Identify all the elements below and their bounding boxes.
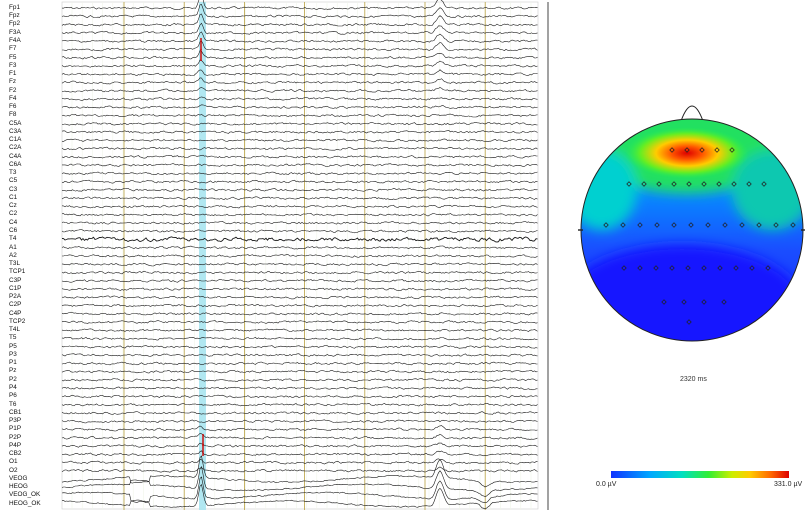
channel-label[interactable]: CB2 <box>9 451 21 457</box>
channel-label[interactable]: F4 <box>9 96 16 102</box>
channel-label[interactable]: F2 <box>9 88 16 94</box>
channel-label[interactable]: F1 <box>9 71 16 77</box>
channel-label[interactable]: VEOG <box>9 476 27 482</box>
channel-label[interactable]: P3 <box>9 352 17 358</box>
channel-label[interactable]: Cz <box>9 203 17 209</box>
channel-label[interactable]: C2A <box>9 145 21 151</box>
channel-label[interactable]: Fp1 <box>9 5 20 11</box>
channel-label[interactable]: P2P <box>9 435 21 441</box>
colorbar-max-label: 331.0 µV <box>774 481 802 488</box>
channel-label[interactable]: C4P <box>9 311 21 317</box>
topomap-time-label: 2320 ms <box>680 376 707 383</box>
amplitude-colorbar <box>611 471 789 478</box>
channel-label[interactable]: Fz <box>9 79 16 85</box>
channel-label[interactable]: P3P <box>9 418 21 424</box>
channel-label[interactable]: C5 <box>9 178 17 184</box>
eeg-trace-view[interactable]: Fp1 Fpz Fp2 F3A F4A F7 F5 F3 F1 Fz F2 F4 F6 F8 C5A C3A C… <box>0 0 553 512</box>
channel-label[interactable]: P4 <box>9 385 17 391</box>
channel-label[interactable]: TCP2 <box>9 319 25 325</box>
channel-label[interactable]: A1 <box>9 245 17 251</box>
channel-label[interactable]: F3 <box>9 63 16 69</box>
channel-label[interactable]: P1 <box>9 360 17 366</box>
channel-label[interactable]: C1A <box>9 137 21 143</box>
channel-label[interactable]: Fpz <box>9 13 20 19</box>
channel-label[interactable]: F3A <box>9 30 21 36</box>
channel-label[interactable]: T4 <box>9 236 16 242</box>
channel-label[interactable]: HEOG_OK <box>9 501 41 507</box>
scalp-topography-map <box>575 95 805 355</box>
channel-label[interactable]: P4P <box>9 443 21 449</box>
channel-label[interactable]: T3L <box>9 261 20 267</box>
channel-label[interactable]: C6A <box>9 162 21 168</box>
channel-label[interactable]: P2A <box>9 294 21 300</box>
channel-label[interactable]: C2 <box>9 211 17 217</box>
channel-label[interactable]: TCP1 <box>9 269 25 275</box>
channel-label[interactable]: C3P <box>9 278 21 284</box>
channel-label[interactable]: Fp2 <box>9 21 20 27</box>
channel-label[interactable]: C4 <box>9 220 17 226</box>
channel-label[interactable]: T5 <box>9 335 16 341</box>
channel-label[interactable]: T3 <box>9 170 16 176</box>
channel-label[interactable]: C3 <box>9 187 17 193</box>
channel-label[interactable]: F6 <box>9 104 16 110</box>
channel-label[interactable]: O2 <box>9 468 18 474</box>
channel-label[interactable]: C6 <box>9 228 17 234</box>
channel-label[interactable]: Pz <box>9 368 16 374</box>
channel-label[interactable]: C1P <box>9 286 21 292</box>
channel-label[interactable]: P2 <box>9 377 17 383</box>
channel-label[interactable]: F4A <box>9 38 21 44</box>
channel-label[interactable]: F7 <box>9 46 16 52</box>
channel-label[interactable]: CB1 <box>9 410 21 416</box>
channel-label[interactable]: F5 <box>9 55 16 61</box>
channel-label[interactable]: F8 <box>9 112 16 118</box>
channel-label[interactable]: HEOG <box>9 484 28 490</box>
channel-label[interactable]: C3A <box>9 129 21 135</box>
channel-label[interactable]: P6 <box>9 393 17 399</box>
channel-label[interactable]: T4L <box>9 327 20 333</box>
channel-label[interactable]: VEOG_OK <box>9 492 40 498</box>
channel-label[interactable]: P1P <box>9 426 21 432</box>
channel-label[interactable]: T6 <box>9 402 16 408</box>
channel-label[interactable]: P5 <box>9 344 17 350</box>
colorbar-min-label: 0.0 µV <box>596 481 616 488</box>
eeg-trace-canvas[interactable] <box>0 0 553 512</box>
channel-label[interactable]: A2 <box>9 253 17 259</box>
channel-label[interactable]: O1 <box>9 459 18 465</box>
channel-label[interactable]: C2P <box>9 302 21 308</box>
channel-label[interactable]: C4A <box>9 154 21 160</box>
channel-label[interactable]: C5A <box>9 121 21 127</box>
channel-label[interactable]: C1 <box>9 195 17 201</box>
